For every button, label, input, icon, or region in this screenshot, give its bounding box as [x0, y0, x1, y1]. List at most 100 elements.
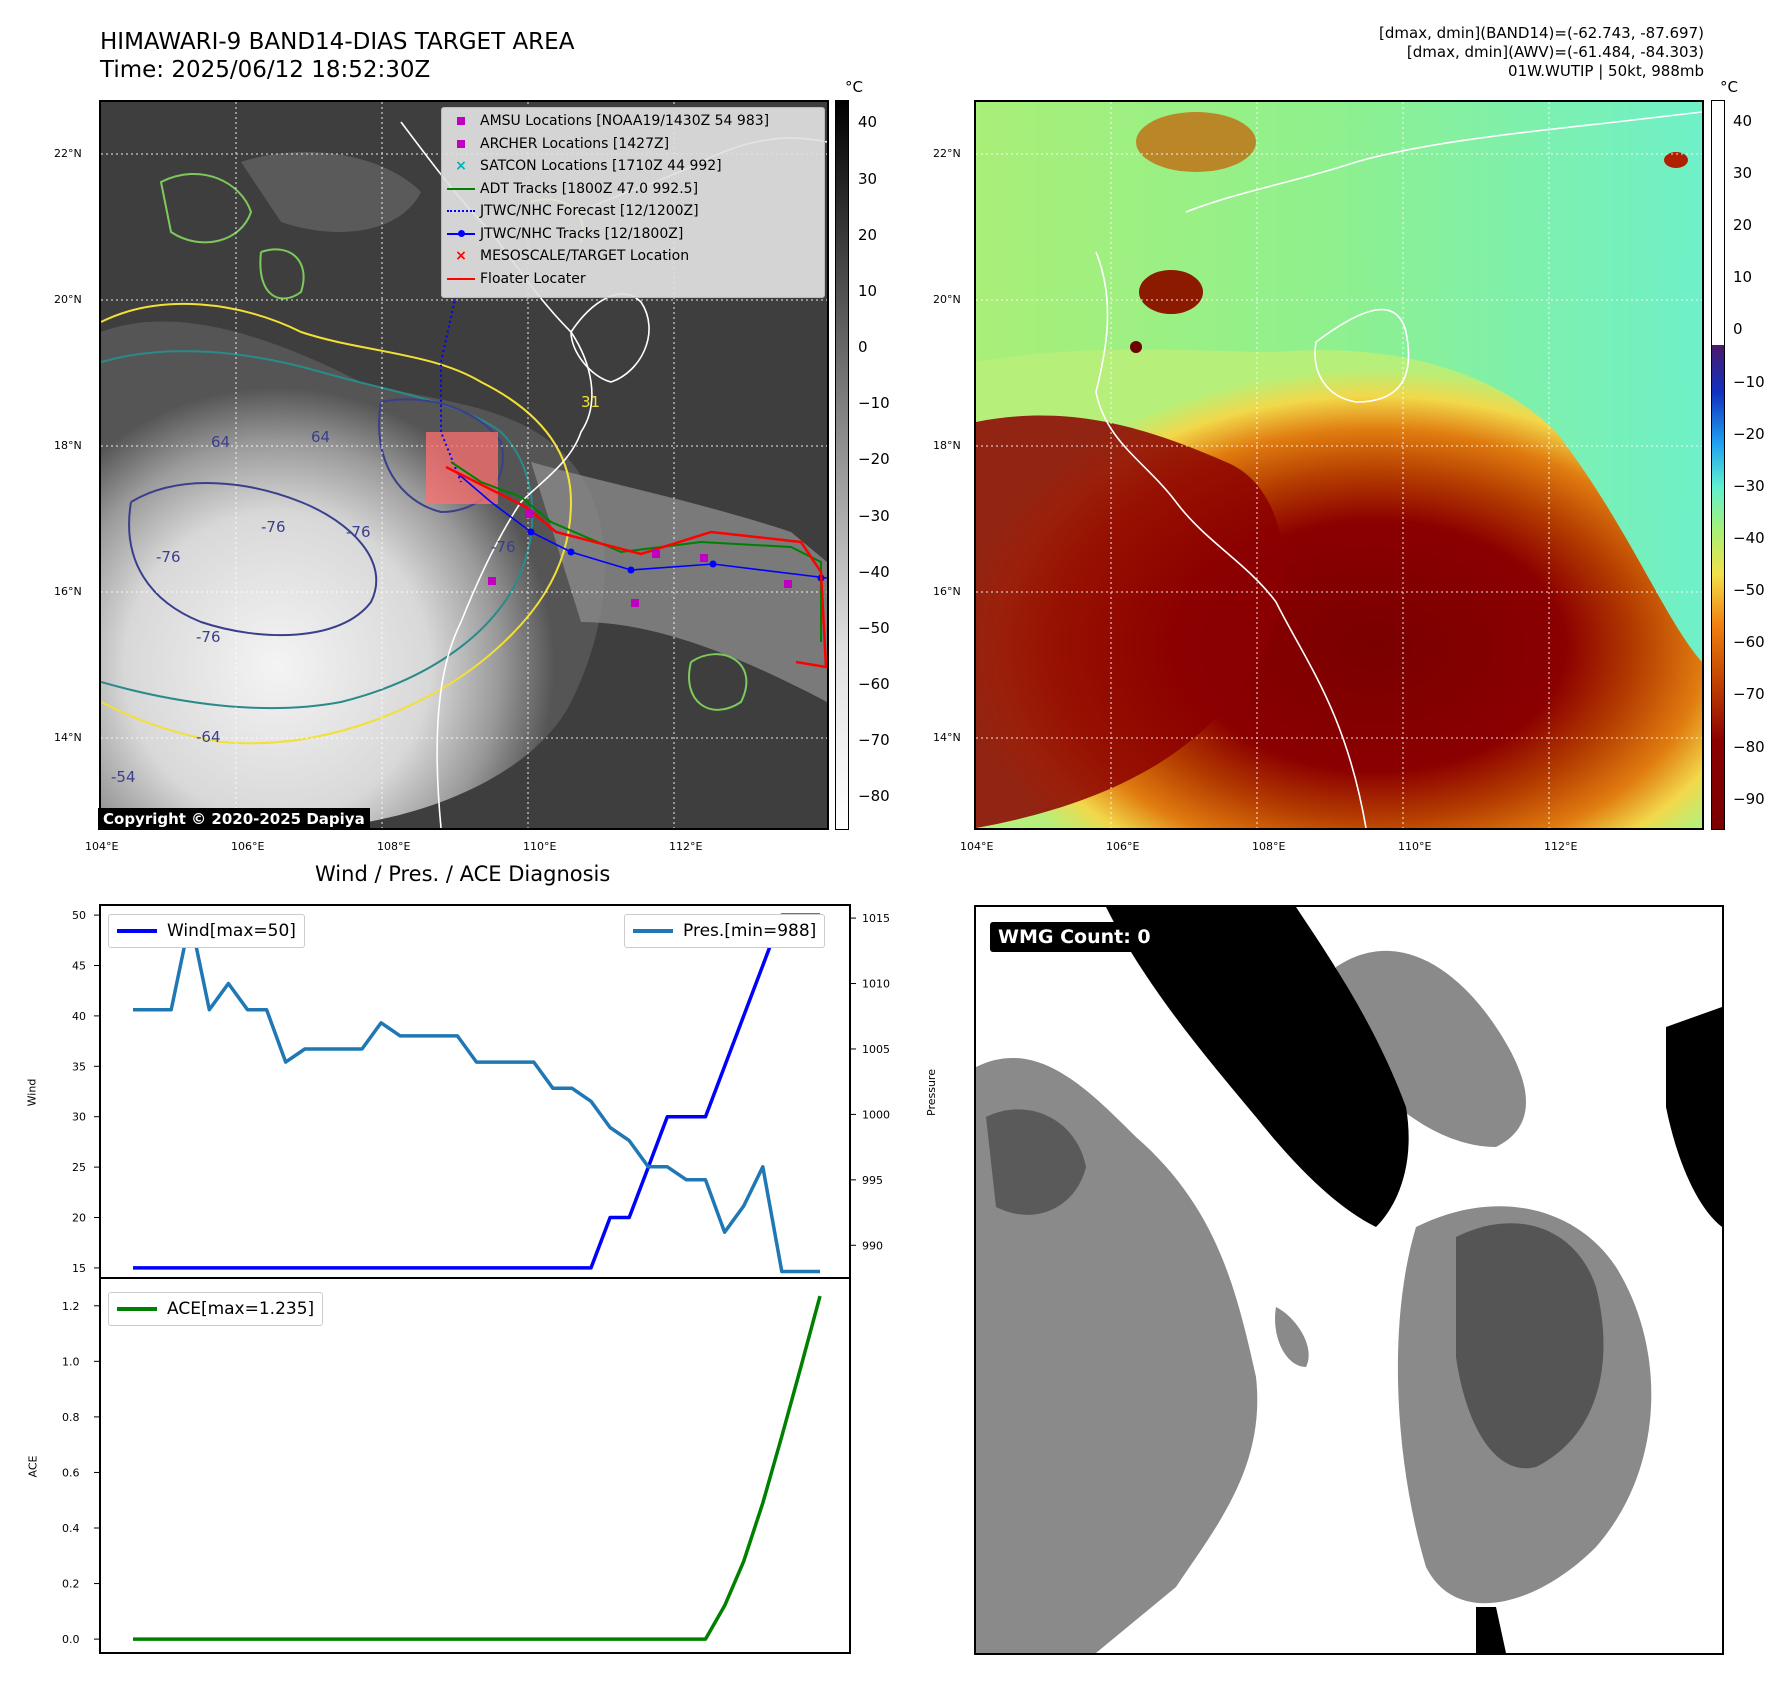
wind-ytick-label: 30: [72, 1111, 86, 1124]
legend-entry: × SATCON Locations [1710Z 44 992]: [442, 155, 824, 178]
right-colorbar-tick: −80: [1733, 737, 1765, 756]
diagnosis-title: Wind / Pres. / ACE Diagnosis: [315, 862, 611, 886]
left-colorbar-tick: −40: [858, 562, 890, 581]
pressure-ytick-label: 995: [862, 1174, 883, 1187]
legend-entry: JTWC/NHC Tracks [12/1800Z]: [442, 223, 824, 246]
ace-legend-label: ACE[max=1.235]: [167, 1299, 315, 1319]
pressure-legend-swatch: [633, 929, 673, 933]
right-lon-tick-112: 112°E: [1544, 840, 1578, 853]
lon-tick-108: 108°E: [377, 840, 411, 853]
left-colorbar-tick: 10: [858, 281, 878, 300]
wind-ytick-label: 40: [72, 1010, 86, 1023]
lon-tick-104: 104°E: [85, 840, 119, 853]
wind-ytick-label: 35: [72, 1060, 86, 1073]
ace-legend: ACE[max=1.235]: [108, 1292, 324, 1326]
wind-series-line: [133, 913, 820, 1270]
contour-label-5: -76: [491, 538, 516, 556]
legend-label: AMSU Locations [NOAA19/1430Z 54 983]: [480, 113, 770, 130]
contour-label-7: -64: [196, 728, 221, 746]
wind-legend-label: Wind[max=50]: [167, 921, 296, 941]
left-colorbar-tick: −30: [858, 506, 890, 525]
right-colorbar: [1711, 100, 1725, 830]
right-colorbar-tick: 30: [1733, 164, 1753, 182]
wind-ytick-label: 20: [72, 1212, 86, 1225]
figure-title-line2: Time: 2025/06/12 18:52:30Z: [100, 57, 431, 83]
right-colorbar-tick: −90: [1733, 789, 1765, 808]
figure-title-line1: HIMAWARI-9 BAND14-DIAS TARGET AREA: [100, 29, 575, 55]
contour-label-6: -76: [196, 628, 221, 646]
legend-entry: × MESOSCALE/TARGET Location: [442, 245, 824, 268]
legend-symbol-icon: ×: [455, 248, 467, 265]
wind-ytick-label: 25: [72, 1161, 86, 1174]
lat-tick-14: 14°N: [54, 731, 82, 744]
ace-ytick-label: 0.0: [62, 1633, 80, 1646]
contour-labels: 64 -76 -76 -76 -76 -76 -64 -54 31 64: [111, 393, 600, 786]
ace-ytick-label: 0.2: [62, 1578, 80, 1591]
left-colorbar-tick: −80: [858, 787, 890, 806]
wind-ytick-label: 45: [72, 959, 86, 972]
legend-symbol-icon: [442, 187, 480, 190]
pressure-ytick-label: 1010: [862, 978, 890, 991]
wind-legend: Wind[max=50]: [108, 914, 305, 948]
right-lon-tick-104: 104°E: [960, 840, 994, 853]
lat-tick-16: 16°N: [54, 585, 82, 598]
legend-label: Floater Locater: [480, 270, 586, 287]
legend-symbol-icon: ×: [455, 158, 467, 175]
right-colorbar-tick: −40: [1733, 529, 1765, 547]
ace-ytick-label: 1.0: [62, 1355, 80, 1368]
legend-entry: ADT Tracks [1800Z 47.0 992.5]: [442, 178, 824, 201]
pressure-ytick-label: 1000: [862, 1108, 890, 1121]
right-lat-tick-18: 18°N: [933, 439, 961, 452]
contour-label-1: 64: [311, 428, 330, 446]
right-colorbar-tick: −50: [1733, 581, 1765, 600]
legend-entry: JTWC/NHC Forecast [12/1200Z]: [442, 200, 824, 223]
ace-ytick-label: 1.2: [62, 1300, 80, 1313]
lon-tick-106: 106°E: [231, 840, 265, 853]
lon-tick-112: 112°E: [669, 840, 703, 853]
awv-map-image: [976, 102, 1702, 828]
contour-label-3: -76: [156, 548, 181, 566]
pressure-ytick-label: 1005: [862, 1043, 890, 1056]
map-legend: AMSU Locations [NOAA19/1430Z 54 983] ARCH…: [441, 107, 825, 298]
ace-ytick-label: 0.8: [62, 1411, 80, 1424]
wind-pressure-frame: [99, 904, 851, 1279]
awv-map-panel: [974, 100, 1704, 830]
left-colorbar-tick: −20: [858, 450, 890, 469]
left-colorbar-tick: 40: [858, 113, 878, 132]
info-line2: [dmax, dmin](AWV)=(-61.484, -84.303): [1406, 43, 1704, 61]
legend-label: ARCHER Locations [1427Z]: [480, 135, 670, 152]
left-colorbar-unit: °C: [845, 78, 863, 96]
wind-ytick-label: 15: [72, 1262, 86, 1275]
ace-frame: [99, 1277, 851, 1654]
contour-label-9: 31: [581, 393, 600, 411]
pressure-ytick-label: 1015: [862, 912, 890, 925]
ace-series-line: [133, 1295, 822, 1641]
left-colorbar-tick: −50: [858, 618, 890, 637]
lon-tick-110: 110°E: [523, 840, 557, 853]
right-colorbar-tick: 10: [1733, 268, 1753, 287]
ace-ytick-label: 0.4: [62, 1522, 80, 1535]
left-colorbar: [835, 100, 849, 830]
legend-entry: Floater Locater: [442, 268, 824, 291]
left-colorbar-tick: −10: [858, 394, 890, 413]
pressure-legend-label: Pres.[min=988]: [683, 921, 817, 941]
contour-label-10: 64: [211, 433, 230, 451]
info-line3: 01W.WUTIP | 50kt, 988mb: [1508, 62, 1704, 80]
wind-ytick-label: 50: [72, 909, 86, 922]
lat-tick-18: 18°N: [54, 439, 82, 452]
legend-label: ADT Tracks [1800Z 47.0 992.5]: [480, 180, 699, 197]
pressure-series-line: [133, 916, 820, 1274]
legend-label: JTWC/NHC Tracks [12/1800Z]: [480, 225, 684, 242]
legend-label: SATCON Locations [1710Z 44 992]: [480, 158, 722, 175]
legend-symbol-icon: [442, 229, 480, 237]
right-lon-tick-110: 110°E: [1398, 840, 1432, 853]
right-colorbar-tick: −10: [1733, 372, 1765, 391]
legend-entry: ARCHER Locations [1427Z]: [442, 133, 824, 156]
right-colorbar-tick: −60: [1733, 633, 1765, 652]
right-lat-tick-14: 14°N: [933, 731, 961, 744]
ace-ytick-label: 0.6: [62, 1466, 80, 1479]
wmg-panel: [974, 905, 1724, 1655]
legend-symbol-icon: [442, 210, 480, 213]
left-colorbar-tick: −60: [858, 675, 890, 693]
